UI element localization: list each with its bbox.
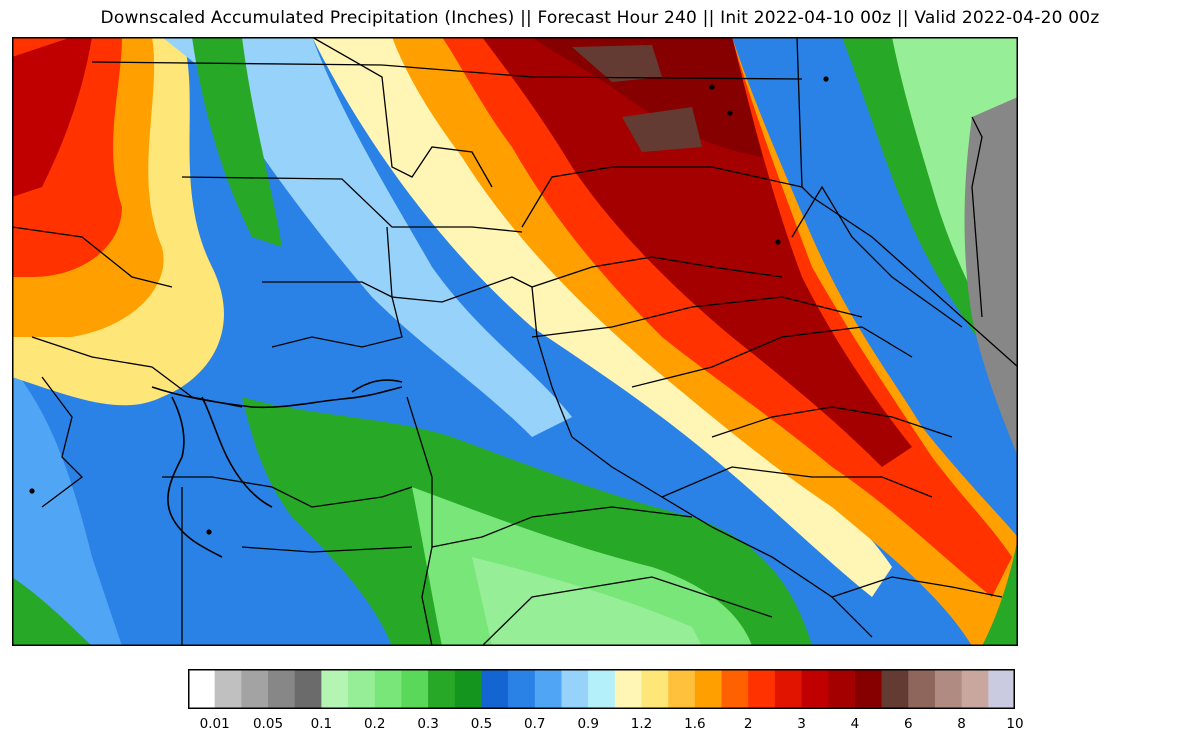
precipitation-map <box>12 37 1018 646</box>
map-frame <box>12 37 1018 646</box>
colorbar-swatch <box>614 669 643 709</box>
colorbar-swatch <box>854 669 883 709</box>
precip-field-sierra-highest <box>572 45 702 152</box>
colorbar-swatch <box>961 669 989 709</box>
colorbar-swatch <box>828 669 856 709</box>
precip-field-valley-green <box>192 37 282 247</box>
colorbar-tick-label: 1.2 <box>630 716 653 732</box>
colorbar-swatch <box>214 669 242 709</box>
colorbar-swatch <box>534 669 563 709</box>
colorbar-swatch <box>268 669 296 709</box>
colorbar-swatch <box>561 669 589 709</box>
bay-delta-outline <box>151 379 403 558</box>
colorbar-tick-labels: 0.01 0.05 0.1 0.2 0.3 0.5 0.7 0.9 1.2 1.6 2 3 4 6 8 10 <box>188 716 1024 738</box>
map-title: Downscaled Accumulated Precipitation (In… <box>100 8 1100 28</box>
colorbar-swatch <box>668 669 696 709</box>
colorbar-swatch <box>188 669 216 709</box>
colorbar-swatch <box>748 669 776 709</box>
precip-field-sierra-peak <box>532 37 762 157</box>
precip-field-sierra-core <box>482 37 912 467</box>
precip-field-offshore <box>12 367 122 646</box>
colorbar-tick-label: 0.01 <box>199 716 230 732</box>
colorbar-tick-label: 8 <box>957 716 966 732</box>
colorbar-swatch <box>321 669 349 709</box>
precip-field-valley-lightblue <box>162 37 572 437</box>
colorbar <box>188 669 1016 709</box>
precip-field-se-green <box>982 537 1018 646</box>
colorbar-swatch <box>294 669 322 709</box>
precip-field-offshore-green <box>12 577 92 646</box>
colorbar-swatch <box>881 669 909 709</box>
colorbar-tick-label: 6 <box>904 716 913 732</box>
colorbar-swatch <box>374 669 403 709</box>
colorbar-tick-label: 0.3 <box>417 716 439 732</box>
colorbar-swatch <box>241 669 269 709</box>
colorbar-swatch <box>774 669 803 709</box>
county-boundaries <box>12 37 1018 646</box>
precip-field-sjvalley-palegreen <box>472 557 702 646</box>
colorbar-tick-label: 10 <box>1006 716 1024 732</box>
colorbar-tick-label: 0.05 <box>252 716 284 732</box>
colorbar-tick-label: 0.5 <box>470 716 493 732</box>
colorbar-swatch <box>694 669 723 709</box>
colorbar-swatch <box>508 669 536 709</box>
colorbar-swatch <box>721 669 749 709</box>
colorbar-tick-label: 4 <box>850 716 860 732</box>
colorbar-swatch <box>908 669 936 709</box>
colorbar-swatch <box>988 669 1016 709</box>
precip-field-nevada-gray <box>964 97 1018 457</box>
colorbar-tick-label: 0.7 <box>524 716 546 732</box>
colorbar-tick-label: 3 <box>797 716 806 732</box>
colorbar-swatch <box>481 669 509 709</box>
colorbar-swatch <box>454 669 483 709</box>
city-markers <box>29 76 829 535</box>
colorbar-tick-label: 0.9 <box>577 716 599 732</box>
colorbar-swatch <box>934 669 963 709</box>
colorbar-swatch <box>588 669 616 709</box>
colorbar-swatch <box>428 669 456 709</box>
precip-field-coastrange-darkred <box>12 37 92 197</box>
colorbar-frame <box>188 669 1015 709</box>
colorbar-swatch <box>641 669 669 709</box>
colorbar-tick-label: 0.1 <box>310 716 333 732</box>
colorbar-tick-label: 1.6 <box>684 716 706 732</box>
colorbar-swatch <box>348 669 376 709</box>
colorbar-swatch <box>801 669 829 709</box>
colorbar-swatch <box>401 669 429 709</box>
colorbar-tick-label: 0.2 <box>363 716 386 732</box>
colorbar-tick-label: 2 <box>743 716 753 732</box>
